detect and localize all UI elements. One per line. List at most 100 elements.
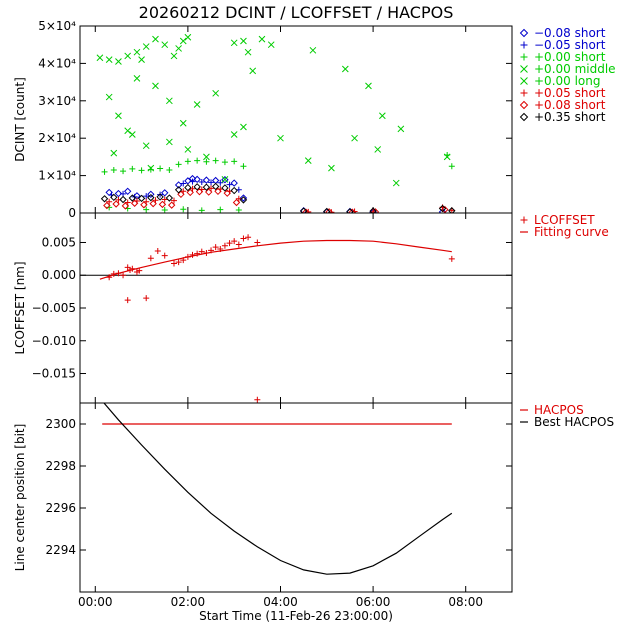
data-point bbox=[346, 208, 354, 213]
legend-entry: Best HACPOS bbox=[520, 415, 614, 429]
data-point bbox=[142, 43, 150, 50]
data-point bbox=[208, 179, 215, 186]
data-point bbox=[174, 186, 183, 194]
legend-label: HACPOS bbox=[534, 403, 584, 417]
data-point bbox=[244, 48, 252, 56]
data-point bbox=[221, 175, 229, 183]
data-point bbox=[180, 206, 187, 213]
y-axis-label: DCINT [count] bbox=[13, 77, 27, 162]
data-point bbox=[133, 48, 141, 56]
data-point bbox=[302, 208, 310, 213]
data-point bbox=[170, 197, 177, 204]
data-point bbox=[304, 157, 312, 164]
data-point bbox=[110, 193, 118, 201]
data-point bbox=[167, 201, 176, 209]
data-point bbox=[198, 178, 205, 185]
data-point bbox=[165, 194, 174, 202]
data-point bbox=[369, 208, 377, 213]
data-point bbox=[254, 396, 261, 403]
legend-label: Fitting curve bbox=[534, 225, 609, 239]
legend-swatch bbox=[519, 100, 529, 110]
data-point bbox=[175, 45, 182, 52]
y-tick-label: −0.010 bbox=[32, 334, 76, 348]
data-point bbox=[240, 37, 247, 45]
data-point bbox=[217, 179, 224, 186]
data-point bbox=[166, 138, 173, 146]
data-point bbox=[325, 208, 333, 213]
legend-swatch bbox=[520, 53, 528, 61]
legend-entry: +0.35 short bbox=[519, 110, 606, 124]
legend-label: +0.35 short bbox=[534, 110, 606, 124]
data-layer bbox=[99, 234, 455, 403]
data-point bbox=[147, 164, 155, 172]
y-tick-label: 0.005 bbox=[42, 235, 76, 249]
data-point bbox=[161, 41, 169, 49]
data-point bbox=[120, 168, 127, 175]
legend-swatch bbox=[520, 41, 528, 49]
data-point bbox=[239, 194, 248, 202]
data-point bbox=[184, 33, 192, 41]
x-axis-label: Start Time (11-Feb-26 23:00:00) bbox=[199, 609, 393, 623]
data-point bbox=[438, 208, 447, 213]
data-point bbox=[443, 153, 451, 161]
data-point bbox=[254, 239, 261, 246]
data-point bbox=[180, 180, 187, 187]
data-point bbox=[392, 179, 400, 187]
data-point bbox=[161, 207, 168, 213]
data-point bbox=[170, 260, 177, 267]
data-point bbox=[231, 158, 238, 165]
data-point bbox=[161, 196, 168, 203]
data-point bbox=[161, 252, 168, 259]
data-point bbox=[299, 207, 308, 213]
data-point bbox=[121, 202, 130, 210]
legend-entry: LCOFFSET bbox=[520, 213, 595, 227]
data-point bbox=[133, 75, 141, 82]
y-tick-label: 3×10⁴ bbox=[38, 94, 76, 108]
data-point bbox=[110, 166, 117, 173]
data-point bbox=[137, 194, 146, 203]
data-point bbox=[115, 112, 122, 120]
data-point bbox=[221, 184, 229, 192]
data-point bbox=[138, 167, 145, 174]
legend-entry: −0.05 short bbox=[520, 38, 606, 52]
data-point bbox=[142, 142, 150, 150]
legend-swatch bbox=[520, 77, 528, 85]
data-point bbox=[136, 267, 143, 274]
data-point bbox=[235, 207, 242, 213]
data-point bbox=[152, 35, 159, 43]
data-point bbox=[230, 179, 238, 187]
data-point bbox=[249, 67, 257, 75]
y-axis-label: LCOFFSET [nm] bbox=[13, 261, 27, 354]
legend-label: +0.00 middle bbox=[534, 62, 616, 76]
data-point bbox=[124, 127, 132, 135]
data-point bbox=[341, 65, 349, 73]
data-point bbox=[157, 191, 164, 198]
x-tick-label: 06:00 bbox=[356, 595, 391, 609]
y-tick-label: 2294 bbox=[45, 543, 76, 557]
data-point bbox=[212, 89, 220, 97]
data-point bbox=[309, 46, 317, 54]
panel-3: 2294 2296 2298 2300 00:00 02:00 04:00 06:00 08:0… bbox=[13, 402, 614, 623]
data-point bbox=[143, 206, 150, 213]
data-point bbox=[230, 131, 238, 138]
y-tick-label: 2296 bbox=[45, 501, 76, 515]
legend-entry: +0.00 long bbox=[520, 74, 601, 88]
y-tick-label: 0 bbox=[68, 206, 76, 220]
data-point bbox=[193, 101, 201, 108]
data-point bbox=[369, 207, 377, 213]
data-point bbox=[105, 56, 113, 64]
data-point bbox=[193, 175, 201, 184]
data-point bbox=[166, 166, 173, 173]
y-tick-label: 4×10⁴ bbox=[38, 56, 76, 70]
legend-label: LCOFFSET bbox=[534, 213, 595, 227]
data-point bbox=[214, 187, 222, 196]
data-point bbox=[379, 112, 386, 120]
legend-swatch bbox=[519, 112, 529, 122]
data-point bbox=[223, 189, 231, 197]
data-point bbox=[195, 187, 204, 196]
legend-label: +0.08 short bbox=[534, 98, 606, 112]
data-point bbox=[184, 146, 192, 153]
data-point bbox=[184, 177, 192, 185]
panel-2: 0.005 0.000 −0.005 −0.010 −0.015 LCOFFSET [nm… bbox=[13, 212, 609, 404]
